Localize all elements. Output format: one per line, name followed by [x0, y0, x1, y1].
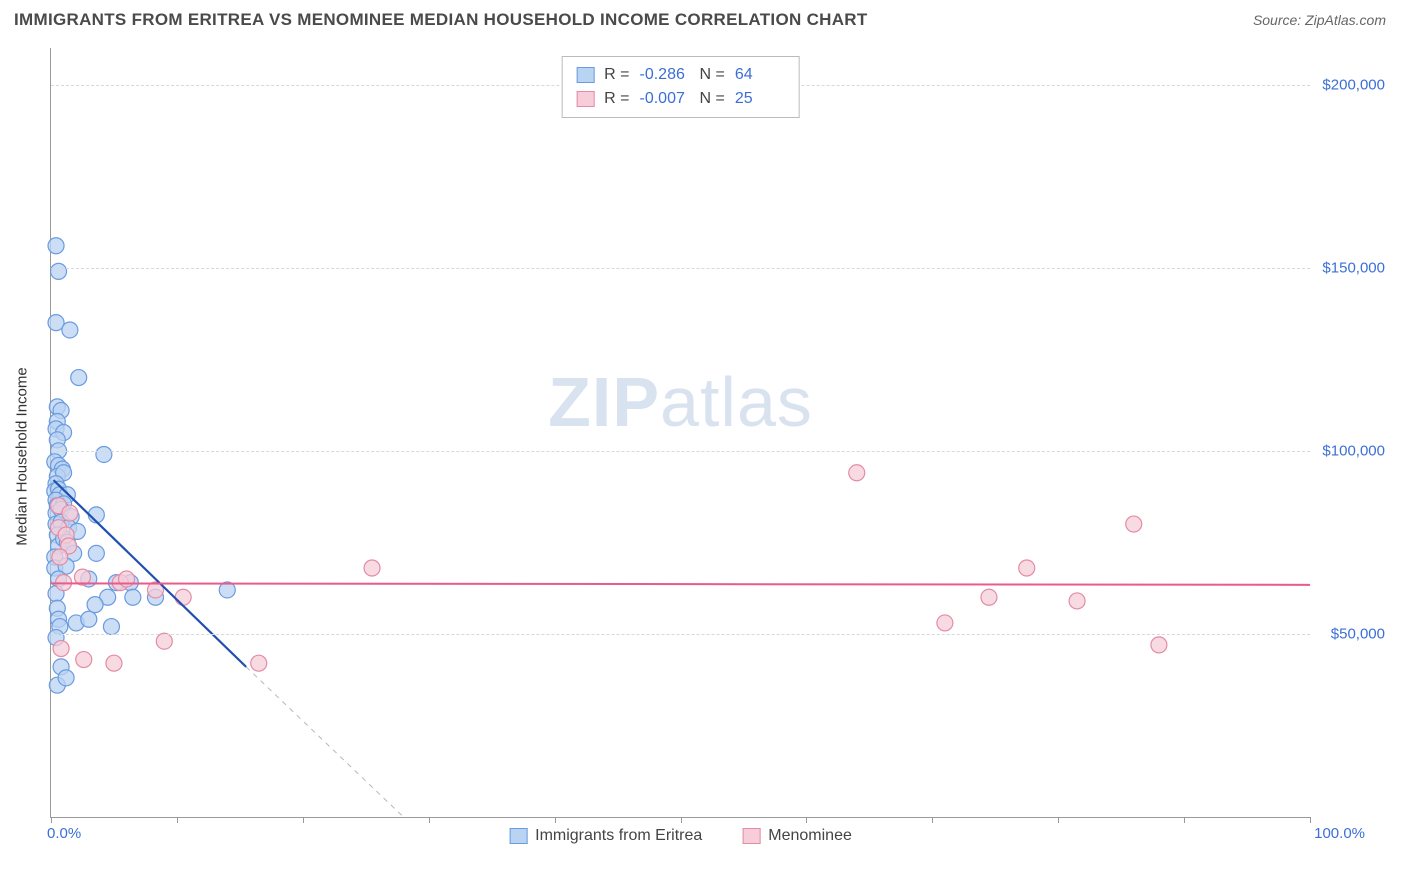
- x-tick: [51, 817, 52, 823]
- data-point-eritrea: [103, 619, 119, 635]
- data-point-eritrea: [58, 670, 74, 686]
- data-point-eritrea: [81, 611, 97, 627]
- data-point-eritrea: [71, 370, 87, 386]
- swatch-menominee: [742, 828, 760, 844]
- x-tick: [1184, 817, 1185, 823]
- y-tick-label: $100,000: [1315, 442, 1385, 459]
- data-point-eritrea: [87, 597, 103, 613]
- data-point-eritrea: [96, 446, 112, 462]
- gridline: [51, 268, 1310, 269]
- y-tick-label: $200,000: [1315, 76, 1385, 93]
- x-tick: [932, 817, 933, 823]
- data-point-menominee: [156, 633, 172, 649]
- swatch-eritrea: [576, 67, 594, 83]
- x-tick: [1310, 817, 1311, 823]
- data-point-menominee: [53, 641, 69, 657]
- chart-title: IMMIGRANTS FROM ERITREA VS MENOMINEE MED…: [14, 10, 868, 30]
- data-point-menominee: [175, 589, 191, 605]
- gridline: [51, 634, 1310, 635]
- legend-label: Menominee: [768, 827, 852, 845]
- data-point-menominee: [1069, 593, 1085, 609]
- swatch-eritrea: [509, 828, 527, 844]
- x-tick: [429, 817, 430, 823]
- data-point-menominee: [52, 549, 68, 565]
- x-tick: [555, 817, 556, 823]
- stats-row-menominee: R = -0.007 N = 25: [576, 87, 785, 111]
- data-point-menominee: [76, 652, 92, 668]
- data-point-eritrea: [48, 238, 64, 254]
- data-point-menominee: [1019, 560, 1035, 576]
- y-tick-label: $150,000: [1315, 259, 1385, 276]
- data-point-menominee: [1151, 637, 1167, 653]
- plot-wrapper: Median Household Income ZIPatlas R = -0.…: [50, 48, 1390, 848]
- source-attribution: Source: ZipAtlas.com: [1253, 12, 1386, 28]
- y-tick-label: $50,000: [1315, 625, 1385, 642]
- x-tick-end: 100.0%: [1314, 825, 1365, 842]
- data-point-menominee: [106, 655, 122, 671]
- swatch-menominee: [576, 91, 594, 107]
- data-point-menominee: [981, 589, 997, 605]
- data-point-menominee: [119, 571, 135, 587]
- x-tick: [177, 817, 178, 823]
- x-tick: [806, 817, 807, 823]
- data-point-menominee: [251, 655, 267, 671]
- stats-row-eritrea: R = -0.286 N = 64: [576, 63, 785, 87]
- data-point-menominee: [1126, 516, 1142, 532]
- legend-item-eritrea: Immigrants from Eritrea: [509, 827, 702, 845]
- data-point-eritrea: [62, 322, 78, 338]
- x-tick: [1058, 817, 1059, 823]
- x-tick: [303, 817, 304, 823]
- bottom-legend: Immigrants from Eritrea Menominee: [509, 827, 852, 845]
- x-tick-start: 0.0%: [47, 825, 81, 842]
- scatter-svg: [51, 48, 1310, 817]
- y-axis-label: Median Household Income: [14, 367, 31, 545]
- legend-item-menominee: Menominee: [742, 827, 852, 845]
- data-point-menominee: [937, 615, 953, 631]
- data-point-menominee: [62, 505, 78, 521]
- data-point-menominee: [364, 560, 380, 576]
- legend-label: Immigrants from Eritrea: [535, 827, 702, 845]
- plot-area: ZIPatlas R = -0.286 N = 64 R = -0.007 N …: [50, 48, 1310, 818]
- data-point-eritrea: [88, 545, 104, 561]
- x-tick: [681, 817, 682, 823]
- data-point-eritrea: [51, 263, 67, 279]
- data-point-eritrea: [125, 589, 141, 605]
- data-point-menominee: [849, 465, 865, 481]
- stats-box: R = -0.286 N = 64 R = -0.007 N = 25: [561, 56, 800, 118]
- gridline: [51, 451, 1310, 452]
